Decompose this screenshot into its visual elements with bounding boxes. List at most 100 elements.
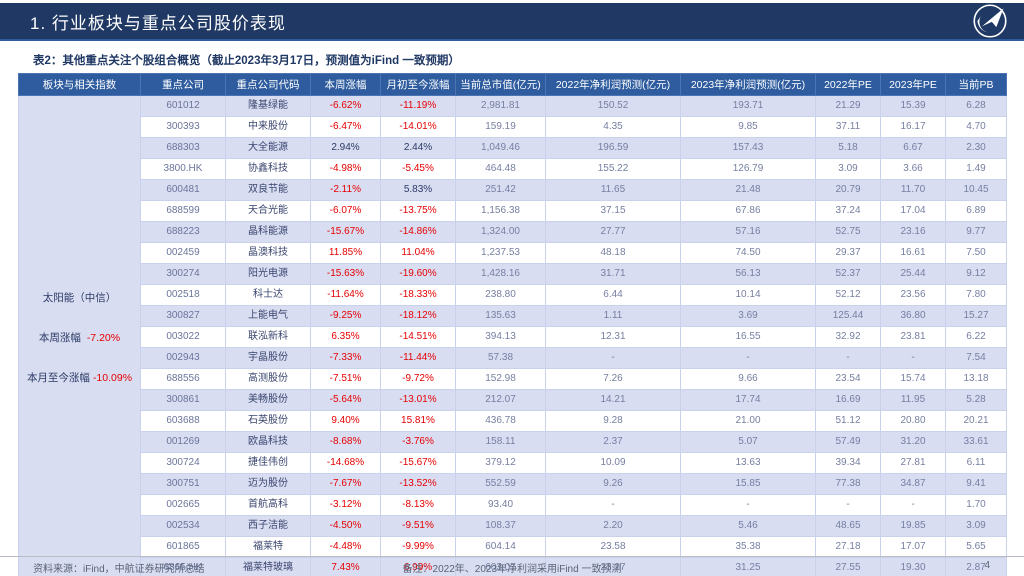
stock-code-cell: 001269 [140, 431, 226, 453]
pb-cell: 15.27 [945, 305, 1007, 327]
weekly-change-cell: -15.63% [310, 263, 381, 285]
table-row: 002534 西子洁能 -4.50% -9.51% 108.37 2.20 5.46 48.6… [19, 515, 1007, 537]
stock-code-cell: 688556 [140, 368, 226, 390]
company-name-cell: 天合光能 [225, 200, 311, 222]
net-profit-2023-cell: 9.85 [680, 116, 816, 138]
pe-2022-cell: 52.12 [815, 284, 881, 306]
stock-code-cell: 603688 [140, 410, 226, 432]
net-profit-2022-cell: 2.37 [545, 431, 681, 453]
pe-2023-cell: - [880, 494, 946, 516]
stock-code-cell: 3800.HK [140, 158, 226, 180]
pb-cell: 20.21 [945, 410, 1007, 432]
page-title: 1. 行业板块与重点公司股价表现 [30, 13, 286, 33]
weekly-change-cell: 2.94% [310, 137, 381, 159]
mtd-change-cell: -13.01% [380, 389, 456, 411]
table-row: 688556 高测股份 -7.51% -9.72% 152.98 7.26 9.66 23.5… [19, 368, 1007, 390]
net-profit-2022-cell: 155.22 [545, 158, 681, 180]
market-cap-cell: 1,324.00 [455, 221, 546, 243]
company-name-cell: 晶澳科技 [225, 242, 311, 264]
stock-code-cell: 300393 [140, 116, 226, 138]
weekly-change-cell: -9.25% [310, 305, 381, 327]
table-row: 002665 首航高科 -3.12% -8.13% 93.40- - - -1.70 [19, 494, 1007, 516]
pb-cell: 9.12 [945, 263, 1007, 285]
company-name-cell: 捷佳伟创 [225, 452, 311, 474]
weekly-change-cell: -7.51% [310, 368, 381, 390]
pe-2022-cell: 27.18 [815, 536, 881, 558]
market-cap-cell: 394.13 [455, 326, 546, 348]
column-header: 2022年净利润预测(亿元) [545, 73, 681, 96]
mtd-change-cell: -15.67% [380, 452, 456, 474]
stock-code-cell: 601865 [140, 536, 226, 558]
table-row: 300861 美畅股份 -5.64% -13.01% 212.07 14.21 17.74 1… [19, 389, 1007, 411]
pe-2022-cell: 27.55 [815, 557, 881, 576]
pb-cell: 3.09 [945, 515, 1007, 537]
net-profit-2022-cell: 48.18 [545, 242, 681, 264]
sector-week-change: 本周涨幅 -7.20% [38, 331, 121, 344]
stock-code-cell: 300827 [140, 305, 226, 327]
market-cap-cell: 552.59 [455, 473, 546, 495]
net-profit-2022-cell: 37.15 [545, 200, 681, 222]
pb-cell: 4.70 [945, 116, 1007, 138]
mtd-change-cell: -5.45% [380, 158, 456, 180]
mtd-change-cell: -14.51% [380, 326, 456, 348]
pe-2023-cell: 6.67 [880, 137, 946, 159]
weekly-change-cell: -7.67% [310, 473, 381, 495]
pb-cell: 9.77 [945, 221, 1007, 243]
table-row: 002459 晶澳科技 11.85% 11.04% 1,237.53 48.18 74.50… [19, 242, 1007, 264]
mtd-change-cell: -8.13% [380, 494, 456, 516]
net-profit-2023-cell: 21.00 [680, 410, 816, 432]
pb-cell: 7.50 [945, 242, 1007, 264]
table-row: 002943 宇晶股份 -7.33% -11.44% 57.38- - - -7.54 [19, 347, 1007, 369]
table-row: 603688 石英股份 9.40% 15.81% 436.78 9.28 21.00 51.1… [19, 410, 1007, 432]
company-name-cell: 大全能源 [225, 137, 311, 159]
market-cap-cell: 1,049.46 [455, 137, 546, 159]
company-name-cell: 石英股份 [225, 410, 311, 432]
mtd-change-cell: -3.76% [380, 431, 456, 453]
net-profit-2022-cell: 11.65 [545, 179, 681, 201]
company-name-cell: 阳光电源 [225, 263, 311, 285]
net-profit-2023-cell: 157.43 [680, 137, 816, 159]
stock-table-wrap: 板块与相关指数 重点公司 重点公司代码 本周涨幅 月初至今涨幅 当前总市值(亿元) 2022… [18, 73, 1007, 576]
pe-2022-cell: 52.37 [815, 263, 881, 285]
pe-2023-cell: 36.80 [880, 305, 946, 327]
pe-2022-cell: 3.09 [815, 158, 881, 180]
sector-index-name: 太阳能（中信） [42, 291, 117, 304]
company-name-cell: 科士达 [225, 284, 311, 306]
market-cap-cell: 464.48 [455, 158, 546, 180]
stock-code-cell: 688303 [140, 137, 226, 159]
market-cap-cell: 93.40 [455, 494, 546, 516]
pe-2022-cell: 57.49 [815, 431, 881, 453]
net-profit-2022-cell: 23.58 [545, 536, 681, 558]
mtd-change-cell: 11.04% [380, 242, 456, 264]
weekly-change-cell: -14.68% [310, 452, 381, 474]
net-profit-2023-cell: 17.74 [680, 389, 816, 411]
table-row: 002518 科士达 -11.64% -18.33% 238.80 6.44 10.14 52… [19, 284, 1007, 306]
net-profit-2023-cell: 74.50 [680, 242, 816, 264]
net-profit-2022-cell: 27.77 [545, 221, 681, 243]
company-name-cell: 联泓新科 [225, 326, 311, 348]
pe-2023-cell: 17.04 [880, 200, 946, 222]
mtd-change-cell: 15.81% [380, 410, 456, 432]
market-cap-cell: 238.80 [455, 284, 546, 306]
pb-cell: 33.61 [945, 431, 1007, 453]
weekly-change-cell: 6.35% [310, 326, 381, 348]
company-name-cell: 中来股份 [225, 116, 311, 138]
pe-2023-cell: 3.66 [880, 158, 946, 180]
company-name-cell: 协鑫科技 [225, 158, 311, 180]
net-profit-2023-cell: 126.79 [680, 158, 816, 180]
weekly-change-cell: -4.98% [310, 158, 381, 180]
pb-cell: 2.87 [945, 557, 1007, 576]
table-row: 300274 阳光电源 -15.63% -19.60% 1,428.16 31.71 56.… [19, 263, 1007, 285]
pe-2022-cell: 20.79 [815, 179, 881, 201]
mtd-change-cell: -11.19% [380, 95, 456, 117]
pe-2022-cell: 51.12 [815, 410, 881, 432]
net-profit-2022-cell: 196.59 [545, 137, 681, 159]
net-profit-2023-cell: 15.85 [680, 473, 816, 495]
net-profit-2023-cell: - [680, 347, 816, 369]
net-profit-2022-cell: - [545, 494, 681, 516]
mtd-change-cell: -18.12% [380, 305, 456, 327]
weekly-change-cell: 7.43% [310, 557, 381, 576]
market-cap-cell: 57.38 [455, 347, 546, 369]
table-row: 688599 天合光能 -6.07% -13.75% 1,156.38 37.15 67.8… [19, 200, 1007, 222]
stock-code-cell: 002534 [140, 515, 226, 537]
